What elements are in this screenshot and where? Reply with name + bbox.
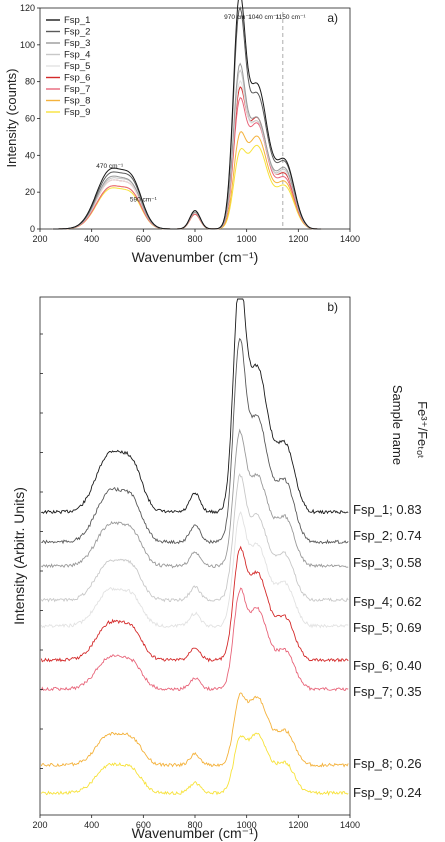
panel-b-sample-label: Fsp_1; 0.83 — [353, 502, 422, 517]
panel-a-series-fsp-2 — [52, 6, 322, 230]
panel-b-series-fsp-7 — [40, 587, 349, 692]
panel-b-series-group — [40, 298, 349, 796]
panel-a-legend: Fsp_1Fsp_2Fsp_3Fsp_4Fsp_5Fsp_6Fsp_7Fsp_8… — [46, 15, 90, 118]
panel-b-sample-label: Fsp_4; 0.62 — [353, 594, 422, 609]
panel-b-sample-label: Fsp_2; 0.74 — [353, 528, 422, 543]
panel-b-x-tick-label: 400 — [84, 820, 99, 830]
panel-a-legend-label: Fsp_6 — [64, 73, 90, 84]
panel-b-series-fsp-5 — [40, 511, 349, 629]
panel-a-legend-label: Fsp_1 — [64, 15, 90, 26]
panel-b-series-fsp-6 — [40, 545, 349, 663]
panel-a-legend-label: Fsp_7 — [64, 84, 90, 95]
panel-b: 200 400 600 800 1000 1200 1400 Fsp_1; 0.83Fsp_… — [11, 296, 430, 841]
panel-a-x-axis-label: Wavenumber (cm⁻¹) — [132, 249, 259, 265]
panel-a-y-tick-label: 80 — [25, 77, 35, 87]
panel-b-series-fsp-1 — [41, 298, 349, 515]
panel-a-legend-label: Fsp_9 — [64, 107, 90, 118]
panel-b-x-ticks: 200 400 600 800 1000 1200 1400 — [32, 815, 360, 830]
panel-a-series-fsp-1 — [52, 0, 322, 230]
panel-b-sample-label: Fsp_5; 0.69 — [353, 620, 422, 635]
panel-b-tag: b) — [327, 300, 338, 314]
panel-b-x-tick-label: 600 — [136, 820, 151, 830]
panel-a-y-axis-label: Intensity (counts) — [4, 69, 19, 168]
panel-b-series-fsp-9 — [40, 732, 349, 796]
panel-a-x-tick-label: 800 — [187, 234, 202, 244]
panel-a-series-group — [52, 0, 322, 230]
panel-a-x-tick-label: 600 — [136, 234, 151, 244]
panel-a-x-ticks: 200 400 600 800 1000 1200 1400 — [32, 229, 360, 244]
panel-b-sample-label: Fsp_9; 0.24 — [353, 785, 422, 800]
panel-a-peak-annotation: 470 cm⁻¹ — [96, 163, 124, 170]
panel-b-sample-label: Fsp_6; 0.40 — [353, 658, 422, 673]
panel-a-y-tick-label: 40 — [25, 150, 35, 160]
panel-a-tag: a) — [327, 11, 338, 25]
panel-a-y-tick-label: 100 — [20, 40, 35, 50]
panel-b-x-axis-label: Wavenumber (cm⁻¹) — [132, 825, 259, 841]
panel-a-legend-label: Fsp_2 — [64, 27, 90, 38]
panel-b-series-fsp-2 — [41, 337, 349, 545]
panel-a-legend-label: Fsp_4 — [64, 50, 90, 61]
panel-b-x-tick-label: 1200 — [288, 820, 308, 830]
panel-b-y-axis-label: Intensity (Arbitr. Units) — [11, 487, 27, 625]
panel-a-peak-annotation: 590 cm⁻¹ — [130, 196, 158, 203]
panel-b-sample-name-header: Sample name — [390, 385, 405, 465]
panel-a-y-tick-label: 60 — [25, 114, 35, 124]
panel-a-series-fsp-7 — [52, 96, 322, 230]
panel-a-legend-label: Fsp_8 — [64, 96, 90, 107]
panel-b-y-ticks — [40, 333, 43, 769]
panel-a-peak-annotation: 1040 cm⁻¹ — [248, 14, 279, 21]
panel-b-x-tick-label: 200 — [32, 820, 47, 830]
panel-b-fe-ratio-header: Fe³⁺/Feₜₒₜ — [415, 401, 430, 459]
panel-b-sample-label: Fsp_7; 0.35 — [353, 684, 422, 699]
panel-b-series-fsp-4 — [40, 473, 349, 603]
panel-b-sample-labels: Fsp_1; 0.83 Fsp_2; 0.74 Fsp_3; 0.58 Fsp_4; … — [353, 502, 422, 800]
panel-b-sample-label: Fsp_8; 0.26 — [353, 756, 422, 771]
panel-b-series-fsp-3 — [40, 428, 349, 569]
panel-a-peak-annotation: 970 cm⁻¹ — [224, 14, 252, 21]
panel-a-peak-annotation: 1150 cm⁻¹ — [276, 14, 307, 21]
panel-a-x-tick-label: 400 — [84, 234, 99, 244]
panel-a-series-fsp-8 — [52, 131, 322, 230]
panel-a-legend-label: Fsp_5 — [64, 61, 90, 72]
panel-a-x-tick-label: 200 — [32, 234, 47, 244]
panel-a-series-fsp-9 — [52, 144, 322, 230]
panel-a-y-tick-label: 0 — [30, 224, 35, 234]
panel-a-y-tick-label: 20 — [25, 187, 35, 197]
panel-a: 200 400 600 800 1000 1200 1400 0 20 40 60 80 100 120… — [4, 0, 360, 265]
panel-a-y-tick-label: 120 — [20, 3, 35, 13]
panel-a-x-tick-label: 1200 — [288, 234, 308, 244]
panel-a-x-tick-label: 1400 — [340, 234, 360, 244]
panel-a-x-tick-label: 1000 — [237, 234, 257, 244]
panel-b-x-tick-label: 800 — [187, 820, 202, 830]
panel-b-series-fsp-8 — [40, 692, 349, 768]
panel-b-sample-label: Fsp_3; 0.58 — [353, 555, 422, 570]
panel-b-x-tick-label: 1000 — [237, 820, 257, 830]
panel-b-x-tick-label: 1400 — [340, 820, 360, 830]
panel-a-y-ticks: 0 20 40 60 80 100 120 — [20, 3, 40, 234]
panel-a-legend-label: Fsp_3 — [64, 38, 90, 49]
